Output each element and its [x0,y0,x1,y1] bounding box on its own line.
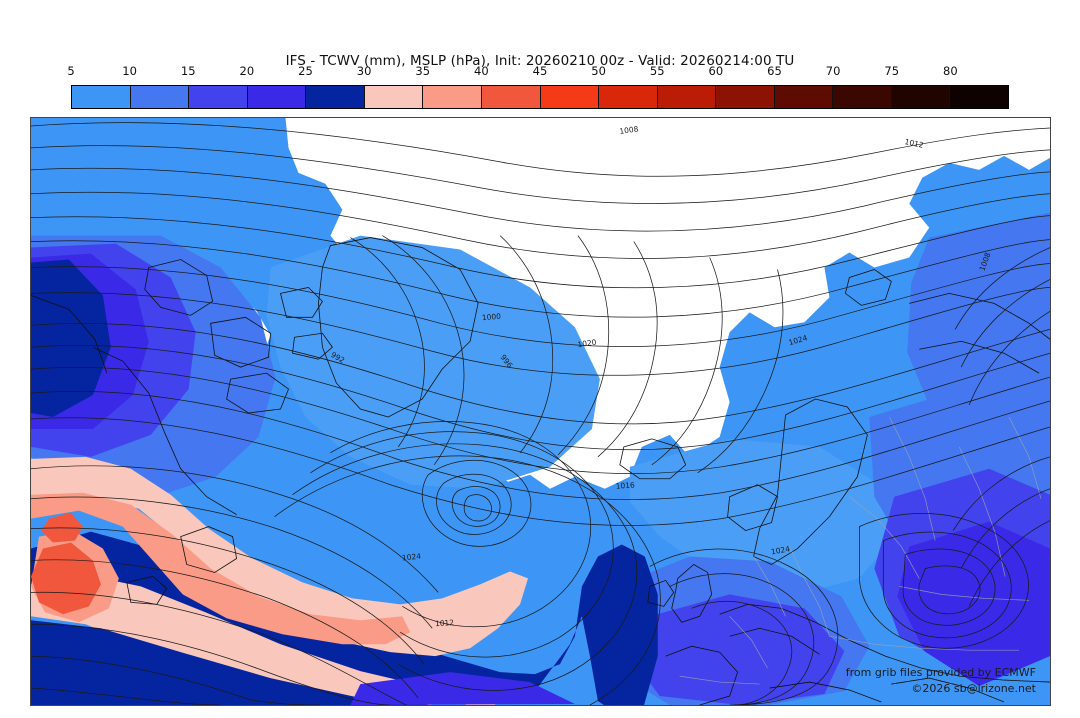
colorbar-tick-75: 75 [884,64,900,78]
colorbar-segment-25-30 [306,86,365,108]
colorbar-tick-15: 15 [180,64,196,78]
colorbar-tick-55: 55 [649,64,665,78]
colorbar-segment-5-10 [72,86,131,108]
colorbar-segment-65-70 [774,86,834,108]
colorbar-tick-80: 80 [943,64,958,78]
colorbar-segment-55-60 [657,86,717,108]
coastlines [31,237,1050,705]
svg-text:1012: 1012 [435,618,455,628]
colorbar-segment-50-55 [599,86,658,108]
colorbar-tick-45: 45 [532,64,548,78]
svg-text:1008: 1008 [619,124,639,136]
colorbar-segment-30-35 [364,86,424,108]
svg-text:1024: 1024 [770,544,791,556]
colorbar-tick-20: 20 [239,64,255,78]
svg-text:1016: 1016 [615,480,635,490]
colorbar-segment-35-40 [423,86,482,108]
svg-text:1024: 1024 [402,552,422,563]
colorbar-segment-20-25 [247,86,307,108]
colorbar-tick-70: 70 [825,64,841,78]
colorbar-segment-15-20 [189,86,248,108]
colorbar-segment-60-65 [716,86,775,108]
colorbar-segment-75-80 [891,86,951,108]
map-plot-area: 1000 1024 1020 996 992 1024 1016 1012 10… [30,117,1051,706]
colorbar-tick-50: 50 [591,64,606,78]
country-borders [679,416,1042,685]
colorbar-segment-40-45 [481,86,541,108]
tcwv-25-30-a [31,259,111,417]
tcwv-30-35-river [31,456,529,657]
colorbar-segment-45-50 [540,86,600,108]
colorbar [71,85,1009,109]
colorbar-tick-40: 40 [474,64,489,78]
tcwv-bottom-darkband2 [31,672,231,705]
colorbar-segment-10-15 [130,86,190,108]
svg-text:1020: 1020 [577,338,597,350]
colorbar-tick-35: 35 [415,64,431,78]
colorbar-tick-60: 60 [708,64,724,78]
colorbar-tick-10: 10 [122,64,137,78]
colorbar-tick-30: 30 [356,64,372,78]
weather-map: 1000 1024 1020 996 992 1024 1016 1012 10… [31,118,1050,705]
tcwv-5-10-atlantic [266,235,600,489]
tcwv-30-35-river2 [31,574,461,705]
page-title: IFS - TCWV (mm), MSLP (hPa), Init: 20260… [285,53,795,69]
svg-text:1000: 1000 [482,312,502,323]
colorbar-tick-5: 5 [67,64,75,78]
colorbar-segment-70-75 [833,86,892,108]
tcwv-10-15-c [907,212,1050,447]
colorbar-segment->80 [950,86,1008,108]
colorbar-tick-labels: 5 10 15 20 25 30 35 40 45 50 55 60 65 70 75 80 [67,64,1009,80]
colorbar-tick-25: 25 [298,64,313,78]
svg-text:1012: 1012 [904,137,924,150]
tcwv-navy-eddy [350,672,575,705]
tcwv-35-40-core [31,492,411,645]
colorbar-tick-65: 65 [767,64,782,78]
mslp-isobars [31,122,1050,705]
tcwv-bottom-darkband [31,620,431,705]
